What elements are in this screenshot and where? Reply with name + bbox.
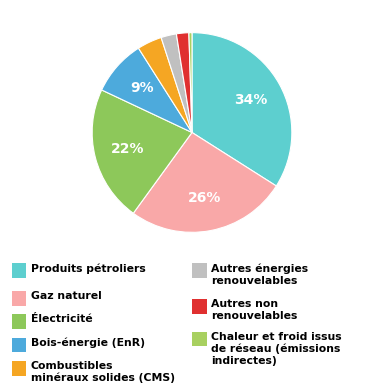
Wedge shape	[133, 132, 276, 232]
Wedge shape	[139, 38, 192, 132]
Text: Combustibles
minéraux solides (CMS): Combustibles minéraux solides (CMS)	[31, 361, 175, 383]
Text: Bois-énergie (EnR): Bois-énergie (EnR)	[31, 338, 145, 348]
Text: 34%: 34%	[234, 93, 267, 107]
Text: Autres énergies
renouvelables: Autres énergies renouvelables	[211, 263, 308, 286]
Wedge shape	[161, 34, 192, 132]
Text: 22%: 22%	[111, 142, 144, 156]
Text: 9%: 9%	[130, 81, 154, 95]
Text: Produits pétroliers: Produits pétroliers	[31, 263, 146, 274]
Text: Gaz naturel: Gaz naturel	[31, 291, 101, 301]
Wedge shape	[176, 33, 192, 132]
Text: 26%: 26%	[188, 191, 221, 205]
Wedge shape	[102, 48, 192, 132]
Text: Chaleur et froid issus
de réseau (émissions
indirectes): Chaleur et froid issus de réseau (émissi…	[211, 332, 342, 366]
Text: Électricité: Électricité	[31, 314, 92, 324]
Wedge shape	[92, 90, 192, 213]
Text: Autres non
renouvelables: Autres non renouvelables	[211, 299, 298, 321]
Wedge shape	[192, 33, 292, 186]
Wedge shape	[189, 33, 192, 132]
